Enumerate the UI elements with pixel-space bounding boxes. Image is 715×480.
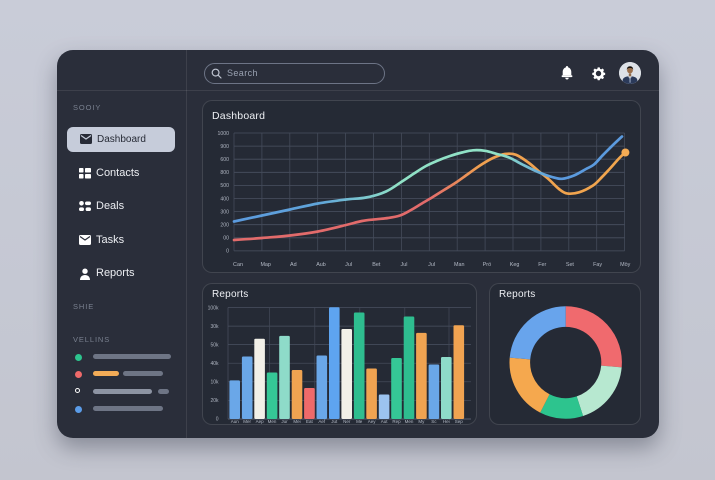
svg-text:900: 900 — [220, 144, 229, 150]
svg-text:00: 00 — [223, 236, 229, 242]
svg-text:Can: Can — [233, 262, 243, 268]
svg-text:200: 200 — [220, 223, 229, 229]
svg-text:40k: 40k — [210, 361, 219, 367]
svg-text:Jul: Jul — [428, 262, 435, 268]
svg-text:Jut: Jut — [331, 419, 338, 424]
svg-text:Jul: Jul — [401, 262, 408, 268]
svg-text:Fer: Fer — [538, 262, 546, 268]
svg-text:Eat: Eat — [306, 419, 314, 424]
svg-text:Rep: Rep — [392, 419, 401, 424]
svg-text:Men: Men — [405, 419, 414, 424]
svg-text:0: 0 — [226, 249, 229, 255]
svg-text:10k: 10k — [210, 380, 219, 386]
svg-text:Ner: Ner — [343, 419, 351, 424]
svg-text:Map: Map — [260, 262, 271, 268]
svg-text:300: 300 — [220, 209, 229, 215]
svg-text:Aef: Aef — [318, 419, 326, 424]
svg-text:Aey: Aey — [368, 419, 377, 424]
svg-text:Aep: Aep — [256, 419, 265, 424]
svg-text:Mei: Mei — [293, 419, 300, 424]
svg-text:Man: Man — [454, 262, 465, 268]
svg-text:Set: Set — [566, 262, 575, 268]
svg-text:Mer: Mer — [243, 419, 251, 424]
svg-text:Aub: Aub — [316, 262, 326, 268]
svg-text:Jul: Jul — [345, 262, 352, 268]
svg-text:Me: Me — [356, 419, 363, 424]
svg-text:50k: 50k — [210, 342, 219, 348]
svg-text:Hei: Hei — [443, 419, 450, 424]
svg-text:Men: Men — [268, 419, 277, 424]
svg-text:Bet: Bet — [372, 262, 381, 268]
svg-text:800: 800 — [220, 170, 229, 176]
svg-text:Keg: Keg — [510, 262, 520, 268]
svg-text:20k: 20k — [210, 398, 219, 404]
svg-text:Sep: Sep — [455, 419, 464, 424]
svg-text:Prö: Prö — [483, 262, 491, 268]
svg-text:0: 0 — [216, 417, 219, 423]
svg-text:Möy: Möy — [620, 262, 630, 268]
svg-text:My: My — [418, 419, 425, 424]
svg-text:30k: 30k — [210, 324, 219, 330]
svg-text:Aut: Aut — [381, 419, 389, 424]
svg-text:Ad: Ad — [290, 262, 297, 268]
svg-text:Aun: Aun — [231, 419, 240, 424]
svg-text:Fay: Fay — [593, 262, 602, 268]
svg-text:Jur: Jur — [281, 419, 288, 424]
svg-text:400: 400 — [220, 196, 229, 202]
svg-text:1000: 1000 — [217, 131, 229, 137]
svg-text:600: 600 — [220, 157, 229, 163]
svg-text:100k: 100k — [208, 305, 219, 311]
svg-text:Sc: Sc — [431, 419, 437, 424]
svg-text:500: 500 — [220, 183, 229, 189]
